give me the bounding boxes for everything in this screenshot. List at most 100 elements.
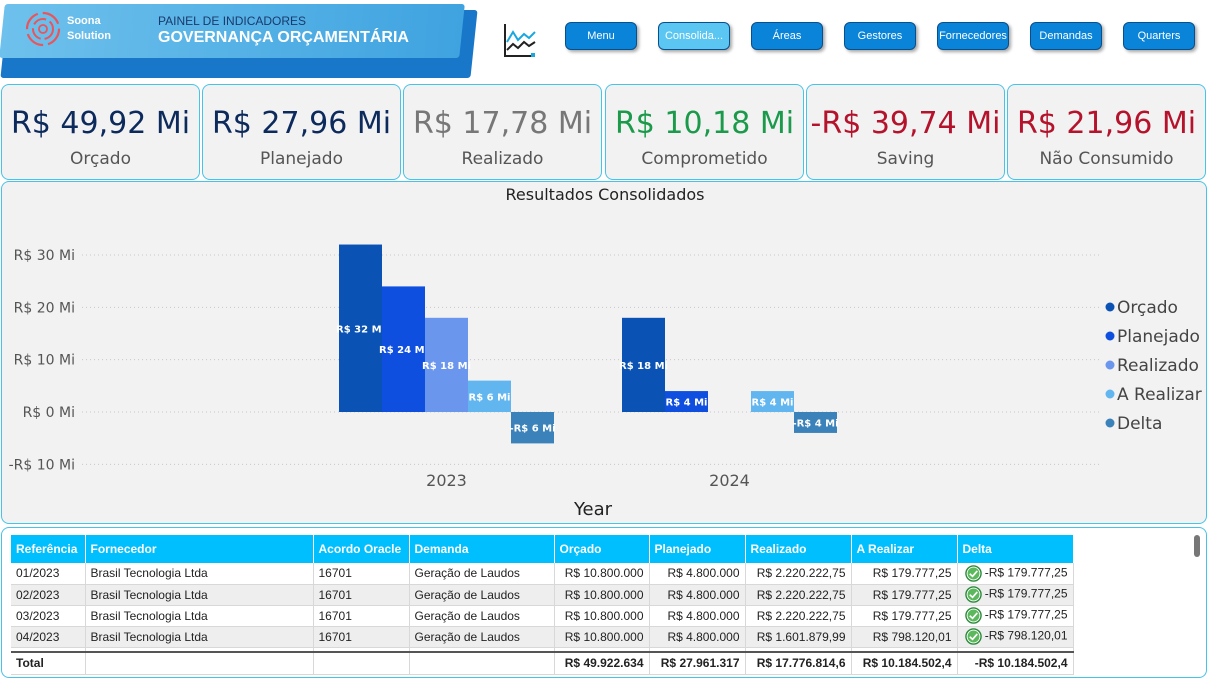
data-label: R$ 6 Mi [469, 392, 511, 403]
table-cell: 02/2023 [11, 584, 86, 606]
table-cell: R$ 179.777,25 [851, 563, 958, 585]
check-circle-icon [965, 564, 982, 582]
y-tick-label: -R$ 10 Mi [9, 457, 75, 473]
bar-planejado [665, 391, 708, 412]
table-cell: R$ 10.800.000 [554, 584, 650, 606]
data-table: Referência Fornecedor Acordo Oracle Dema… [11, 535, 1074, 675]
bar-chart: Resultados Consolidados R$ 30 Mi R$ 20 Mi R… [9, 185, 1202, 520]
table-cell: R$ 1.601.879,99 [745, 626, 852, 648]
table-cell: 16701 [313, 605, 410, 627]
legend-item: A Realizar [1117, 385, 1202, 405]
kpi-label: Não Consumido [1039, 149, 1174, 169]
table-row[interactable]: 03/2023 Brasil Tecnologia Ltda 16701 Geraçã… [11, 605, 1074, 627]
bar-realizado [425, 317, 468, 412]
kpi-card-planejado: R$ 27,96 Mi Planejado [202, 84, 401, 180]
nav-button-quarters[interactable]: Quarters [1123, 22, 1195, 50]
table-cell: R$ 179.777,25 [851, 584, 958, 606]
nav-button-menu[interactable]: Menu [565, 22, 637, 50]
kpi-value: R$ 27,96 Mi [211, 106, 392, 141]
page-title: GOVERNANÇA ORÇAMENTÁRIA [158, 29, 409, 46]
table-cell: Geração de Laudos [409, 563, 555, 585]
table-cell: Geração de Laudos [409, 626, 555, 648]
data-label: -R$ 4 Mi [792, 418, 838, 429]
total-cell: R$ 17.776.814,6 [745, 651, 852, 675]
table-cell: 01/2023 [11, 563, 86, 585]
table-cell: -R$ 179.777,25 [957, 584, 1074, 606]
table-scrollbar[interactable] [1194, 535, 1200, 557]
kpi-value: R$ 21,96 Mi [1016, 106, 1197, 141]
kpi-card-saving: -R$ 39,74 Mi Saving [806, 84, 1005, 180]
table-cell: 16701 [313, 563, 410, 585]
legend-marker [1105, 331, 1115, 341]
delta-value: -R$ 179.777,25 [984, 565, 1068, 580]
table-row[interactable]: 04/2023 Brasil Tecnologia Ltda 16701 Geraçã… [11, 626, 1074, 648]
legend-marker [1105, 302, 1115, 312]
total-cell: Total [11, 651, 86, 675]
x-tick-label: 2023 [426, 471, 467, 490]
col-realizado[interactable]: Realizado [745, 535, 852, 563]
table-cell: -R$ 179.777,25 [957, 563, 1074, 585]
legend-item: Planejado [1117, 327, 1200, 347]
y-tick-label: R$ 30 Mi [14, 248, 75, 264]
kpi-value: R$ 10,18 Mi [614, 106, 795, 141]
table-cell: -R$ 798.120,01 [957, 626, 1074, 648]
col-acordo-oracle[interactable]: Acordo Oracle [313, 535, 410, 563]
table-cell: R$ 10.800.000 [554, 563, 650, 585]
kpi-label: Comprometido [641, 149, 768, 169]
nav-button-fornecedores[interactable]: Fornecedores [937, 22, 1009, 50]
soona-logo [25, 11, 61, 47]
table-cell: R$ 4.800.000 [649, 626, 746, 648]
data-label: R$ 32 Mi [336, 324, 385, 335]
y-tick-label: R$ 10 Mi [14, 353, 75, 369]
col-planejado[interactable]: Planejado [649, 535, 746, 563]
col-fornecedor[interactable]: Fornecedor [85, 535, 314, 563]
y-tick-label: R$ 20 Mi [14, 300, 75, 316]
x-tick-label: 2024 [709, 471, 750, 490]
table-cell: R$ 10.800.000 [554, 605, 650, 627]
nav-button-consolidado[interactable]: Consolida... [658, 22, 730, 50]
header: Soona Solution PAINEL DE INDICADORES GOV… [0, 0, 1208, 82]
table-cell: R$ 798.120,01 [851, 626, 958, 648]
col-delta[interactable]: Delta [957, 535, 1074, 563]
data-label: R$ 4 Mi [666, 398, 708, 409]
col-referencia[interactable]: Referência [11, 535, 86, 563]
table-header-row: Referência Fornecedor Acordo Oracle Dema… [11, 535, 1074, 563]
table-cell: Brasil Tecnologia Ltda [85, 626, 314, 648]
check-circle-icon [965, 628, 982, 645]
col-demanda[interactable]: Demanda [409, 535, 555, 563]
table-cell: R$ 2.220.222,75 [745, 584, 852, 606]
table-cell: 16701 [313, 626, 410, 648]
data-label: R$ 4 Mi [752, 398, 794, 409]
table-total-row: Total R$ 49.922.634 R$ 27.961.317 R$ 17.776… [11, 651, 1074, 675]
table-cell: R$ 10.800.000 [554, 626, 650, 648]
table-row[interactable]: 01/2023 Brasil Tecnologia Ltda 16701 Geraçã… [11, 563, 1074, 585]
chart-title: Resultados Consolidados [506, 185, 705, 204]
header-subtitle: PAINEL DE INDICADORES [158, 14, 307, 28]
legend-marker [1105, 389, 1115, 399]
table-cell: R$ 2.220.222,75 [745, 563, 852, 585]
table-cell: 03/2023 [11, 605, 86, 627]
col-a-realizar[interactable]: A Realizar [851, 535, 958, 563]
line-chart-icon [504, 24, 536, 57]
bar-a-realizar [751, 391, 794, 412]
data-label: R$ 24 Mi [379, 345, 428, 356]
legend-item: Realizado [1117, 356, 1199, 376]
table-row[interactable]: 02/2023 Brasil Tecnologia Ltda 16701 Geraçã… [11, 584, 1074, 606]
table-cell: R$ 4.800.000 [649, 563, 746, 585]
col-orcado[interactable]: Orçado [554, 535, 650, 563]
total-cell [85, 651, 314, 675]
table-cell: Brasil Tecnologia Ltda [85, 584, 314, 606]
table-panel: Referência Fornecedor Acordo Oracle Dema… [1, 527, 1207, 678]
kpi-value: -R$ 39,74 Mi [810, 106, 1001, 141]
logo-text: Soona Solution [67, 14, 111, 44]
table-cell: -R$ 179.777,25 [957, 605, 1074, 627]
nav-button-areas[interactable]: Áreas [751, 22, 823, 50]
nav-button-gestores[interactable]: Gestores [844, 22, 916, 50]
table-cell: R$ 179.777,25 [851, 605, 958, 627]
chart-panel: Resultados Consolidados R$ 30 Mi R$ 20 Mi R… [1, 181, 1207, 524]
delta-value: -R$ 179.777,25 [984, 607, 1068, 622]
check-circle-icon [965, 586, 982, 603]
table-spacer [11, 647, 1074, 652]
data-label: R$ 18 Mi [422, 361, 471, 372]
nav-button-demandas[interactable]: Demandas [1030, 22, 1102, 50]
